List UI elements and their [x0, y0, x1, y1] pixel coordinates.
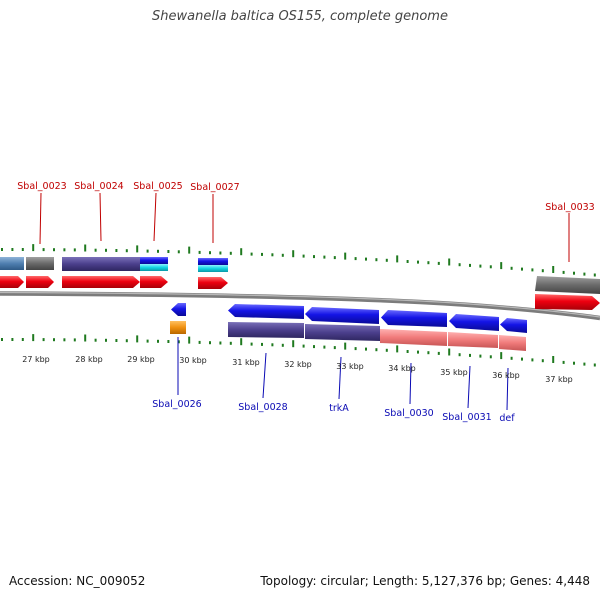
- gene-bar[interactable]: [535, 276, 600, 294]
- leader-line: [262, 352, 267, 399]
- leader-line: [338, 356, 342, 400]
- cds-arrow[interactable]: [26, 276, 54, 288]
- gene-bar[interactable]: [499, 335, 526, 351]
- gene-label[interactable]: Sbal_0031: [442, 412, 491, 423]
- gene-label[interactable]: Sbal_0024: [74, 181, 123, 192]
- scale-label: 36 kbp: [492, 371, 520, 380]
- outer-tick-ring: [1, 244, 596, 277]
- gene-label[interactable]: Sbal_0030: [384, 408, 433, 419]
- gene-bar[interactable]: [26, 257, 54, 270]
- genome-backbone-highlight: [0, 291, 600, 318]
- gene-label[interactable]: Sbal_0026: [152, 399, 201, 410]
- cds-arrow[interactable]: [228, 304, 304, 319]
- gene-bar[interactable]: [198, 265, 228, 272]
- cds-arrow[interactable]: [0, 276, 24, 288]
- scale-labels: 27 kbp 28 kbp 29 kbp 30 kbp 31 kbp 32 kb…: [22, 355, 573, 384]
- leader-line: [409, 362, 412, 405]
- cds-arrow[interactable]: [305, 307, 379, 324]
- forward-cds-arrows: [0, 276, 600, 310]
- gene-bar[interactable]: [448, 332, 498, 348]
- gene-bar[interactable]: [62, 257, 140, 271]
- scale-label: 37 kbp: [545, 375, 573, 384]
- gene-bar[interactable]: [305, 324, 380, 341]
- leader-line: [39, 192, 42, 245]
- scale-label: 33 kbp: [336, 362, 364, 371]
- scale-label: 32 kbp: [284, 360, 312, 369]
- cds-arrow[interactable]: [171, 303, 186, 316]
- leader-line: [506, 367, 509, 411]
- gene-bar[interactable]: [140, 264, 168, 271]
- gene-label[interactable]: Sbal_0025: [133, 181, 182, 192]
- scale-label: 30 kbp: [179, 356, 207, 365]
- genome-backbone: [0, 291, 600, 321]
- scale-label: 27 kbp: [22, 355, 50, 364]
- scale-label: 34 kbp: [388, 364, 416, 373]
- gene-bar[interactable]: [380, 329, 447, 346]
- gene-label[interactable]: Sbal_0027: [190, 182, 239, 193]
- leader-line: [153, 192, 157, 242]
- gene-label[interactable]: Sbal_0023: [17, 181, 66, 192]
- reverse-gene-bars: [170, 321, 526, 351]
- cds-arrow[interactable]: [449, 314, 499, 331]
- cds-arrow[interactable]: [140, 276, 168, 288]
- cds-arrow[interactable]: [62, 276, 140, 288]
- scale-label: 35 kbp: [440, 368, 468, 377]
- topology-text: Topology: circular; Length: 5,127,376 bp…: [260, 574, 590, 588]
- gene-bar[interactable]: [198, 258, 228, 265]
- reverse-gene-labels: Sbal_0026 Sbal_0028 trkA Sbal_0030 Sbal_…: [152, 399, 515, 424]
- cds-arrow[interactable]: [381, 310, 447, 327]
- leader-line: [99, 192, 102, 242]
- reverse-cds-arrows: [171, 303, 527, 333]
- label-leaders: [39, 192, 570, 411]
- map-title: Shewanella baltica OS155, complete genom…: [152, 9, 448, 24]
- gene-label[interactable]: def: [499, 413, 515, 424]
- gene-label[interactable]: Sbal_0028: [238, 402, 287, 413]
- gene-bar[interactable]: [140, 257, 168, 264]
- accession-text: Accession: NC_009052: [9, 574, 146, 588]
- cds-arrow[interactable]: [500, 318, 527, 333]
- scale-label: 29 kbp: [127, 355, 155, 364]
- forward-gene-labels: Sbal_0023 Sbal_0024 Sbal_0025 Sbal_0027 …: [17, 181, 594, 213]
- forward-gene-bars: [0, 257, 600, 294]
- gene-label[interactable]: trkA: [329, 403, 349, 414]
- scale-label: 31 kbp: [232, 358, 260, 367]
- gene-bar[interactable]: [0, 257, 24, 270]
- gene-bar[interactable]: [228, 322, 304, 338]
- gene-bar[interactable]: [170, 321, 186, 334]
- leader-line: [467, 365, 471, 409]
- gene-label[interactable]: Sbal_0033: [545, 202, 594, 213]
- inner-tick-ring: [1, 334, 596, 367]
- cds-arrow[interactable]: [198, 277, 228, 289]
- cds-arrow[interactable]: [535, 294, 600, 310]
- scale-label: 28 kbp: [75, 355, 103, 364]
